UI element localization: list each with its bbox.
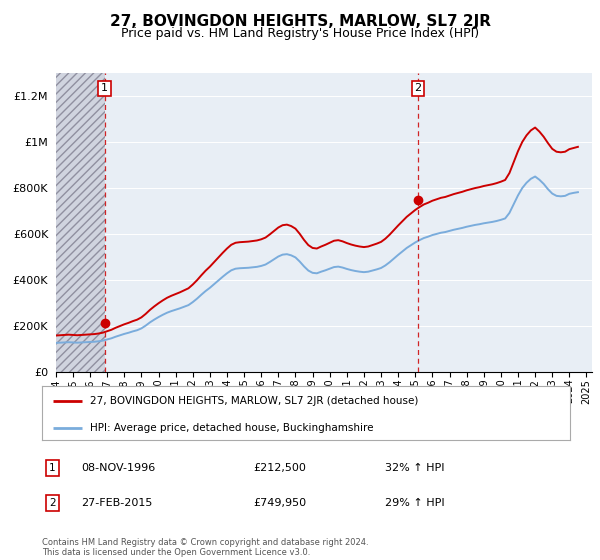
- Text: 1: 1: [49, 463, 56, 473]
- Text: 2: 2: [49, 498, 56, 507]
- Text: 1: 1: [101, 83, 108, 94]
- Text: £749,950: £749,950: [253, 498, 307, 507]
- Text: 27, BOVINGDON HEIGHTS, MARLOW, SL7 2JR: 27, BOVINGDON HEIGHTS, MARLOW, SL7 2JR: [110, 14, 491, 29]
- Text: Contains HM Land Registry data © Crown copyright and database right 2024.
This d: Contains HM Land Registry data © Crown c…: [42, 538, 368, 557]
- Text: HPI: Average price, detached house, Buckinghamshire: HPI: Average price, detached house, Buck…: [89, 423, 373, 433]
- Text: 32% ↑ HPI: 32% ↑ HPI: [385, 463, 445, 473]
- Text: 27-FEB-2015: 27-FEB-2015: [82, 498, 153, 507]
- Text: 2: 2: [414, 83, 421, 94]
- Text: Price paid vs. HM Land Registry's House Price Index (HPI): Price paid vs. HM Land Registry's House …: [121, 27, 479, 40]
- Text: 29% ↑ HPI: 29% ↑ HPI: [385, 498, 445, 507]
- Text: 27, BOVINGDON HEIGHTS, MARLOW, SL7 2JR (detached house): 27, BOVINGDON HEIGHTS, MARLOW, SL7 2JR (…: [89, 396, 418, 407]
- Text: 08-NOV-1996: 08-NOV-1996: [82, 463, 156, 473]
- Bar: [56, 73, 104, 372]
- Text: £212,500: £212,500: [253, 463, 306, 473]
